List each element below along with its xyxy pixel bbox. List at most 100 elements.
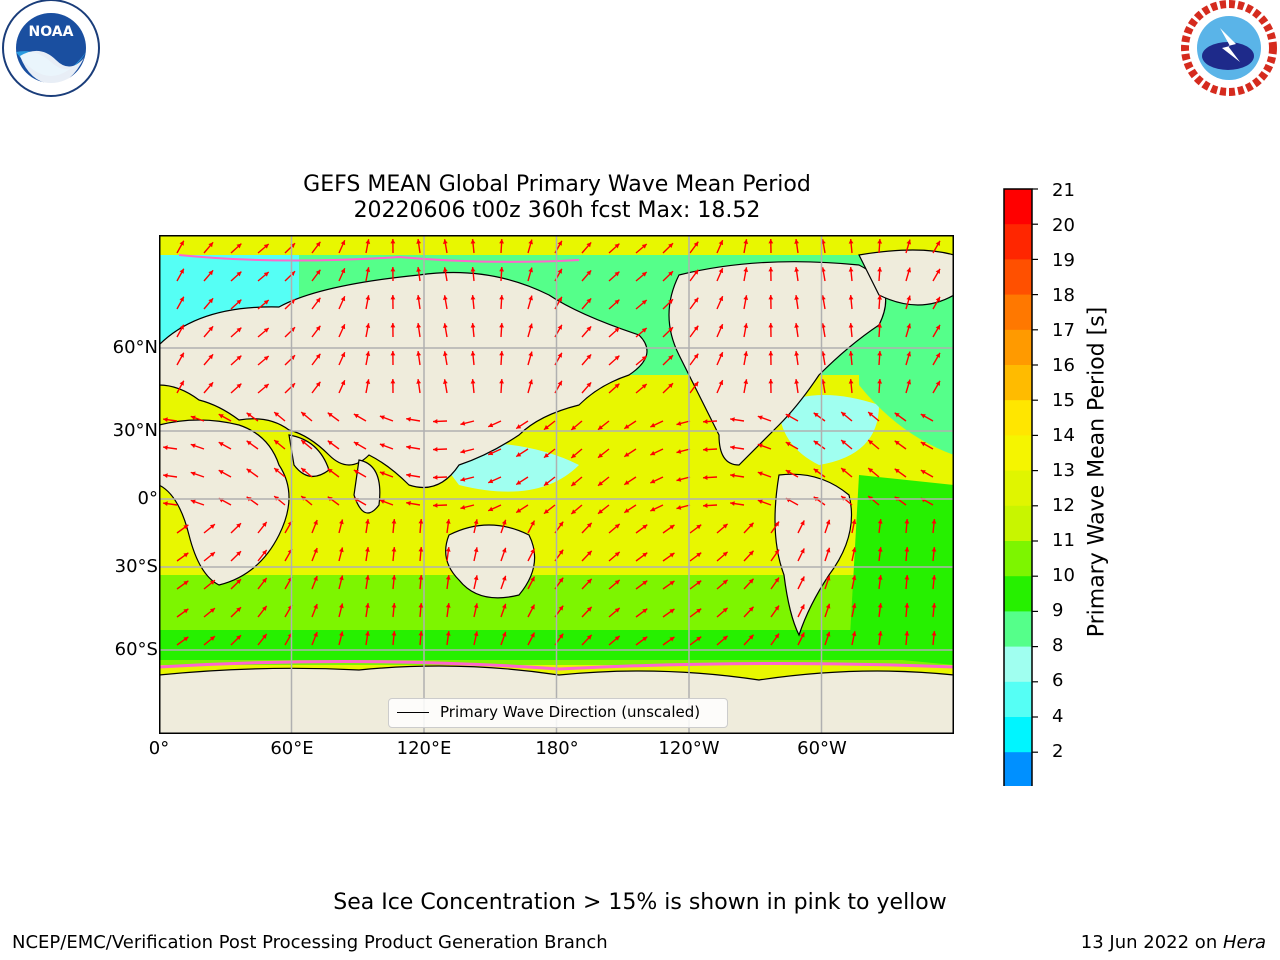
direction-arrow-head xyxy=(676,505,682,510)
direction-arrow-head xyxy=(262,577,267,583)
direction-arrow-head xyxy=(236,355,242,361)
direction-arrow-head xyxy=(748,634,754,640)
direction-arrow-head xyxy=(894,412,900,418)
direction-arrow-head xyxy=(418,631,424,636)
direction-arrow-head xyxy=(379,415,385,420)
direction-arrow-head xyxy=(935,296,940,302)
direction-arrow-head xyxy=(718,268,724,274)
direction-arrow-head xyxy=(406,417,411,422)
direction-arrow-head xyxy=(931,603,937,608)
direction-arrow-head xyxy=(557,296,562,302)
direction-arrow-head xyxy=(586,578,592,584)
direction-arrow-head xyxy=(730,445,735,450)
direction-arrow-head xyxy=(768,239,774,244)
direction-arrow-head xyxy=(669,552,675,558)
direction-arrow-head xyxy=(262,633,267,639)
direction-arrow-head xyxy=(379,471,385,476)
direction-arrow-head xyxy=(703,419,708,424)
direction-arrow-head xyxy=(315,241,321,247)
direction-arrow-head xyxy=(499,379,504,384)
direction-arrow-head xyxy=(516,452,522,457)
direction-arrow-head xyxy=(315,269,321,275)
direction-arrow-head xyxy=(703,447,708,452)
direction-arrow-head xyxy=(488,450,494,456)
direction-arrow-head xyxy=(530,520,535,526)
direction-arrow-head xyxy=(246,412,252,418)
direction-arrow-head xyxy=(748,522,754,528)
direction-arrow-head xyxy=(442,379,448,384)
direction-arrow-head xyxy=(586,606,592,612)
direction-arrow-head xyxy=(748,550,754,556)
direction-arrow-head xyxy=(904,603,910,608)
direction-arrow-head xyxy=(614,299,620,305)
direction-arrow-head xyxy=(800,548,805,554)
direction-arrow-head xyxy=(935,240,940,246)
direction-arrow-head xyxy=(543,425,549,430)
direction-arrow-head xyxy=(669,608,675,614)
direction-arrow-head xyxy=(274,412,280,417)
direction-arrow-head xyxy=(935,268,940,274)
direction-arrow-head xyxy=(499,295,504,300)
direction-arrow-head xyxy=(445,631,451,636)
direction-arrow-head xyxy=(718,296,724,302)
direction-arrow-head xyxy=(877,295,883,300)
direction-arrow-head xyxy=(624,508,630,513)
direction-arrow-head xyxy=(851,519,857,525)
direction-arrow-head xyxy=(315,297,321,303)
direction-arrow-head xyxy=(190,415,196,421)
direction-arrow-head xyxy=(851,547,857,553)
direction-arrow-head xyxy=(785,414,791,419)
direction-arrow-head xyxy=(528,379,533,385)
lon-label-180: 180° xyxy=(535,738,579,759)
sea-ice-edge-north xyxy=(178,254,580,263)
direction-arrow-head xyxy=(499,323,504,328)
direction-arrow-head xyxy=(543,453,549,458)
direction-arrow-head xyxy=(614,383,620,389)
direction-arrow-head xyxy=(877,575,883,580)
direction-arrow-head xyxy=(516,508,522,513)
direction-arrow-head xyxy=(327,412,333,418)
direction-arrow-head xyxy=(190,471,196,477)
wave-direction-arrows xyxy=(163,238,941,646)
colorbar-tick: 15 xyxy=(1052,390,1075,411)
direction-arrow-head xyxy=(614,579,620,585)
colorbar-segment xyxy=(1004,189,1032,225)
direction-arrow-head xyxy=(339,603,344,609)
direction-arrow-head xyxy=(848,239,854,244)
direction-arrow-head xyxy=(179,296,184,302)
direction-arrow-head xyxy=(263,271,269,277)
direction-arrow-head xyxy=(391,575,397,580)
direction-arrow-head xyxy=(274,468,280,473)
direction-arrow-head xyxy=(586,326,592,332)
direction-arrow-head xyxy=(558,549,564,555)
direction-arrow-head xyxy=(730,473,735,478)
direction-arrow-head xyxy=(218,414,224,419)
direction-arrow-head xyxy=(365,575,370,580)
direction-arrow-head xyxy=(920,442,926,447)
direction-arrow-head xyxy=(676,421,682,426)
direction-arrow-head xyxy=(668,271,674,276)
direction-arrow-head xyxy=(262,521,267,527)
direction-arrow-head xyxy=(557,352,562,358)
direction-arrow-head xyxy=(445,603,451,608)
direction-arrow-head xyxy=(208,270,214,276)
direction-arrow-head xyxy=(722,607,728,613)
direction-arrow-head xyxy=(470,323,476,328)
direction-arrow-head xyxy=(528,295,533,301)
direction-arrow-head xyxy=(501,547,507,553)
direction-arrow-head xyxy=(848,267,854,272)
direction-arrow-head xyxy=(906,267,912,273)
land-masses xyxy=(159,249,954,734)
field-northeast-atlantic xyxy=(859,285,954,455)
direction-arrow-head xyxy=(800,520,805,526)
direction-arrow-head xyxy=(693,381,699,387)
direction-arrow-head xyxy=(470,295,476,300)
credit-left: NCEP/EMC/Verification Post Processing Pr… xyxy=(12,932,608,953)
direction-arrow-head xyxy=(757,471,763,477)
direction-arrow-head xyxy=(339,519,344,525)
colorbar-segment xyxy=(1004,576,1032,612)
direction-arrow-head xyxy=(813,440,819,446)
direction-arrow-head xyxy=(209,552,215,557)
direction-arrow-head xyxy=(327,468,333,474)
direction-arrow-head xyxy=(236,551,241,556)
